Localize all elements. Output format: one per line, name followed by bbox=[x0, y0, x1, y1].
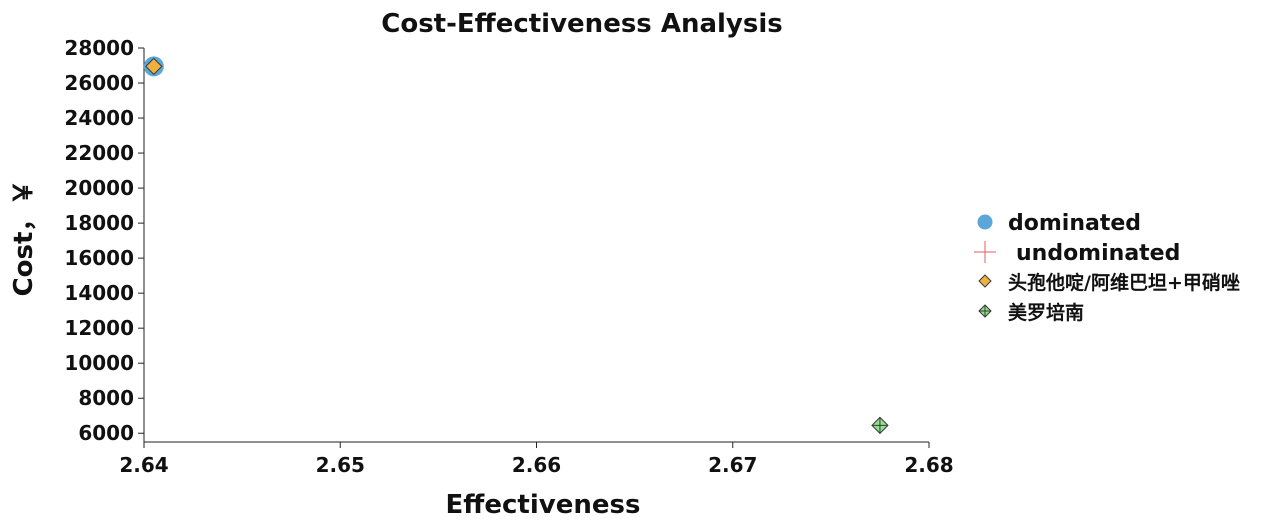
y-tick-label: 24000 bbox=[64, 106, 134, 130]
legend-label: 头孢他啶/阿维巴坦+甲硝唑 bbox=[1008, 271, 1240, 294]
y-tick-label: 6000 bbox=[78, 421, 134, 445]
x-tick-label: 2.66 bbox=[512, 453, 561, 477]
chart-title: Cost-Effectiveness Analysis bbox=[381, 9, 782, 39]
y-tick-label: 8000 bbox=[78, 386, 134, 410]
legend-item: 头孢他啶/阿维巴坦+甲硝唑 bbox=[978, 271, 1240, 294]
x-tick-label: 2.64 bbox=[119, 453, 168, 477]
data-point-diamond-cross bbox=[871, 416, 889, 435]
legend-label: dominated bbox=[1008, 211, 1141, 236]
y-tick-label: 10000 bbox=[64, 351, 134, 375]
x-axis-label: Effectiveness bbox=[446, 490, 641, 520]
legend-item: undominated bbox=[974, 241, 1180, 266]
legend-label: 美罗培南 bbox=[1008, 301, 1084, 324]
legend-label: undominated bbox=[1016, 241, 1180, 266]
x-tick-label: 2.65 bbox=[316, 453, 365, 477]
y-tick-label: 22000 bbox=[64, 141, 134, 165]
y-tick-label: 16000 bbox=[64, 246, 134, 270]
x-tick-label: 2.68 bbox=[904, 453, 953, 477]
legend-symbol bbox=[978, 304, 992, 318]
y-tick-label: 12000 bbox=[64, 316, 134, 340]
y-axis-label: Cost，￥ bbox=[9, 180, 39, 297]
legend-item: dominated bbox=[977, 211, 1141, 236]
y-tick-label: 20000 bbox=[64, 176, 134, 200]
y-tick-label: 26000 bbox=[64, 71, 134, 95]
x-tick-label: 2.67 bbox=[708, 453, 757, 477]
y-tick-label: 14000 bbox=[64, 281, 134, 305]
legend-symbol bbox=[978, 274, 992, 288]
data-point-diamond bbox=[145, 57, 163, 76]
legend-item: 美罗培南 bbox=[978, 301, 1084, 324]
y-tick-label: 18000 bbox=[64, 211, 134, 235]
legend-symbol bbox=[977, 214, 993, 230]
legend-symbol bbox=[974, 241, 996, 263]
y-tick-label: 28000 bbox=[64, 36, 134, 60]
